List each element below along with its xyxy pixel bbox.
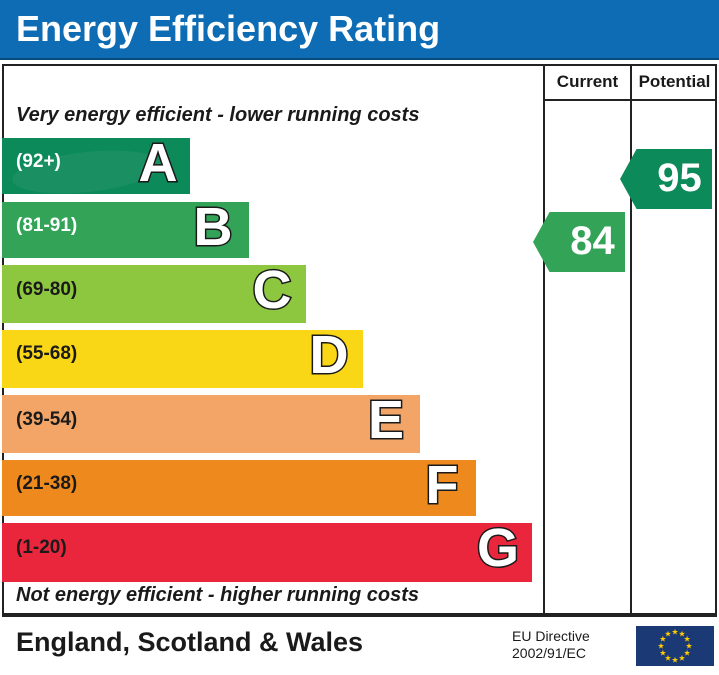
svg-text:A: A [139,133,178,193]
svg-text:F: F [426,455,459,515]
svg-text:E: E [368,390,404,450]
svg-text:C: C [253,260,292,320]
svg-text:D: D [310,325,349,385]
svg-text:G: G [477,518,519,578]
svg-text:B: B [194,197,233,257]
